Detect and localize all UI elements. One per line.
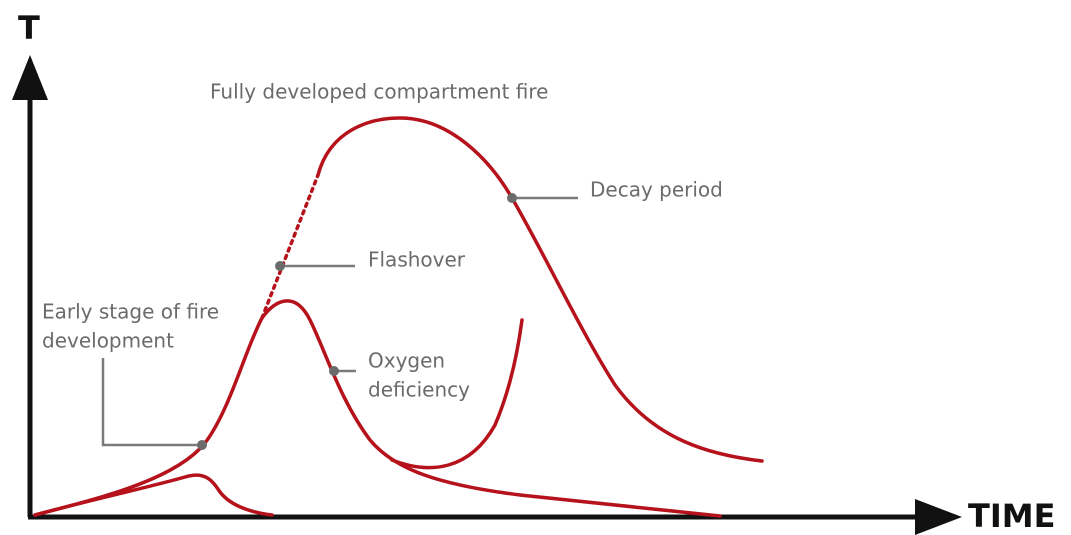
label-early-1: Early stage of fire	[42, 300, 219, 324]
label-oxygen-1: Oxygen	[368, 349, 445, 373]
y-arrow	[12, 55, 48, 100]
label-flashover: Flashover	[368, 248, 466, 272]
flashover-dotted	[260, 173, 320, 320]
fully-developed-curve	[316, 116, 764, 463]
dot-decay	[507, 193, 517, 203]
dot-flashover	[275, 261, 285, 271]
label-fully-developed: Fully developed compartment fire	[210, 80, 548, 104]
small-curve	[33, 473, 274, 517]
label-oxygen-2: deficiency	[368, 378, 470, 402]
x-axis-label: TIME	[968, 497, 1055, 535]
x-arrow	[915, 499, 962, 535]
y-axis-label: T	[18, 9, 40, 47]
regrowth-curve	[390, 318, 524, 470]
label-decay: Decay period	[590, 178, 723, 202]
dot-early	[197, 440, 207, 450]
label-early-2: development	[42, 329, 174, 353]
dot-oxygen	[329, 366, 339, 376]
leader-early	[101, 358, 202, 447]
